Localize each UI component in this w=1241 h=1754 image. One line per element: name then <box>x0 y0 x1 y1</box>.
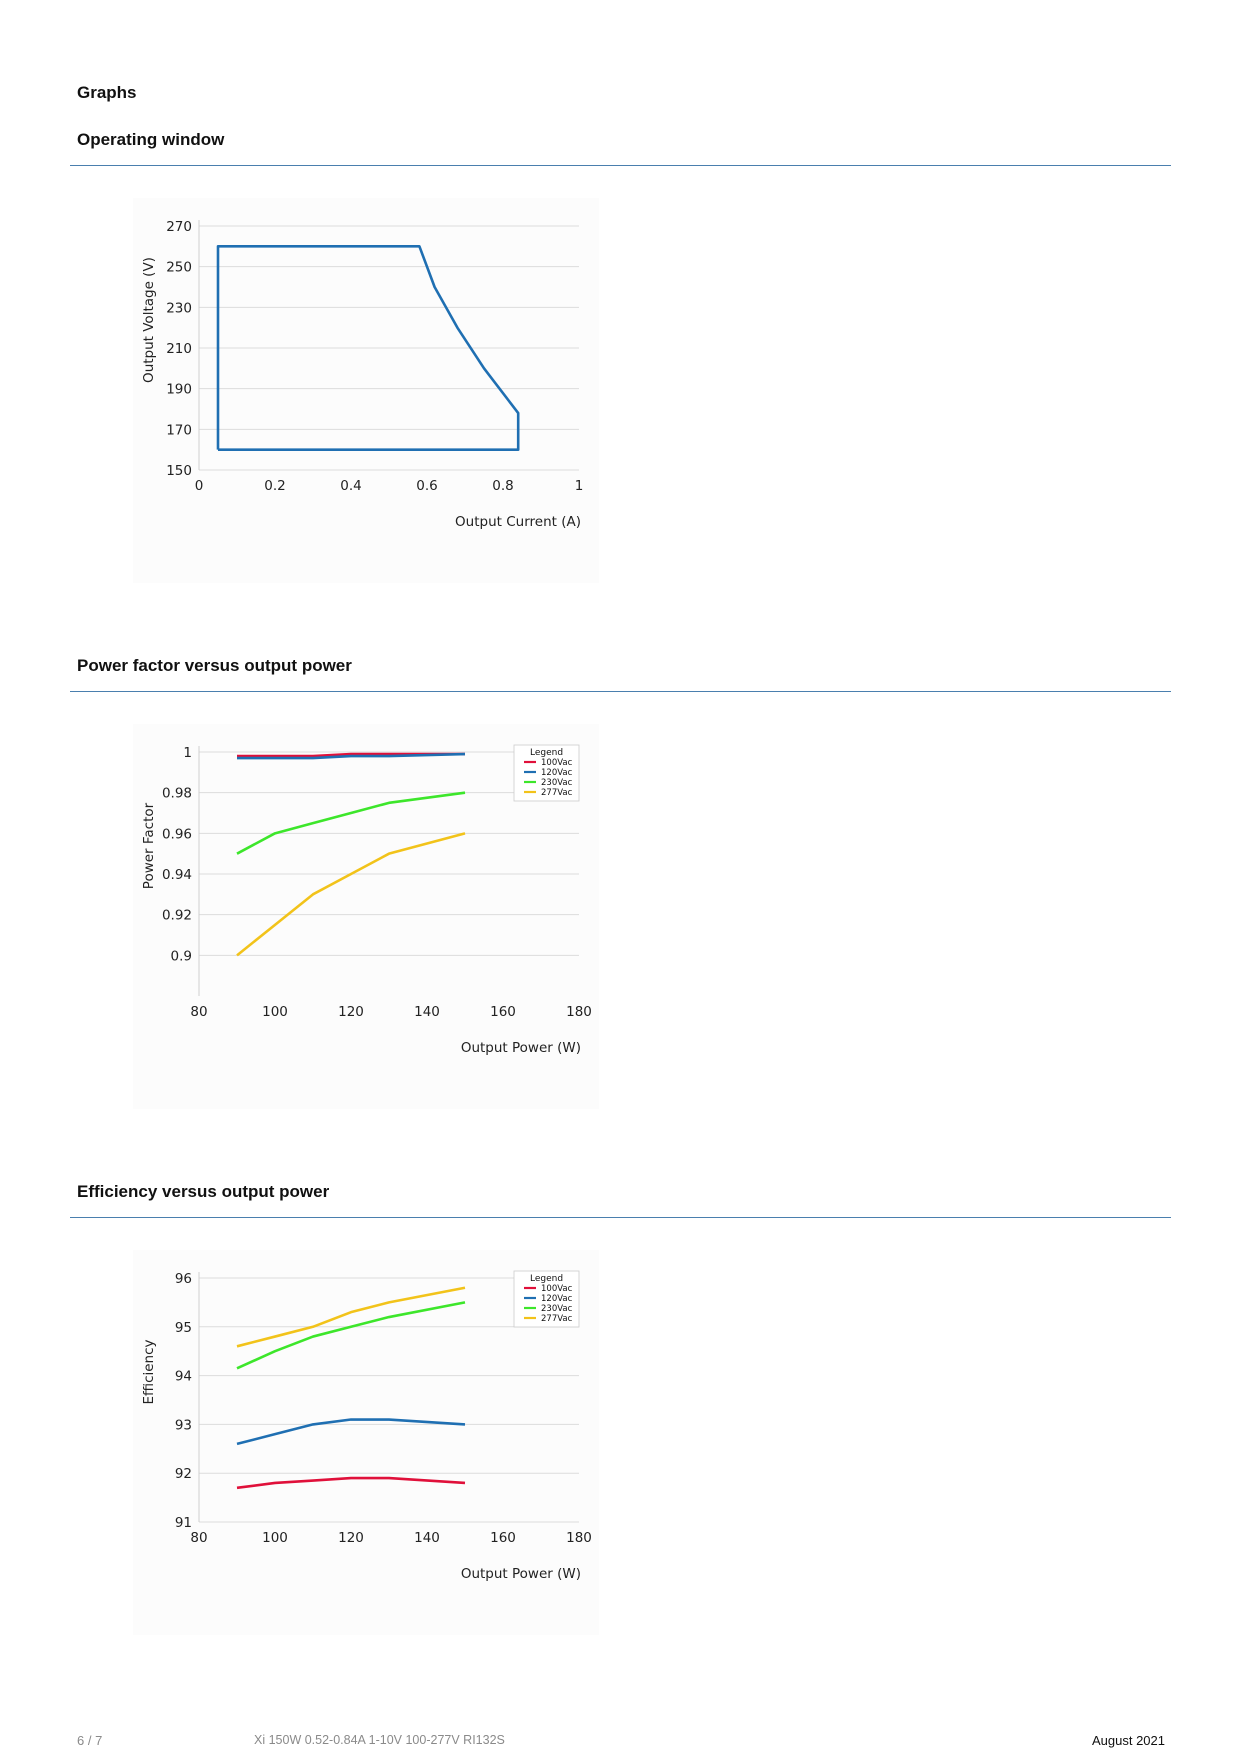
footer-page-number: 6 / 7 <box>77 1733 103 1748</box>
legend-label: 277Vac <box>541 788 573 798</box>
y-tick-label: 96 <box>175 1271 192 1287</box>
legend-label: 100Vac <box>541 1284 573 1294</box>
legend-label: 120Vac <box>541 768 573 778</box>
y-tick-label: 210 <box>166 341 192 357</box>
x-axis-label: Output Power (W) <box>461 1040 581 1056</box>
x-tick-label: 120 <box>338 1004 364 1020</box>
x-tick-label: 0.2 <box>264 478 285 494</box>
y-axis-label: Efficiency <box>141 1339 157 1404</box>
x-tick-label: 0.8 <box>492 478 513 494</box>
y-tick-label: 150 <box>166 463 192 479</box>
y-tick-label: 91 <box>175 1515 192 1531</box>
footer-product-name: Xi 150W 0.52-0.84A 1-10V 100-277V RI132S <box>254 1733 505 1747</box>
y-tick-label: 0.96 <box>162 826 192 842</box>
x-tick-label: 160 <box>490 1004 516 1020</box>
x-axis-label: Output Power (W) <box>461 1566 581 1582</box>
legend-label: 230Vac <box>541 1304 573 1314</box>
x-tick-label: 140 <box>414 1004 440 1020</box>
x-tick-label: 1 <box>575 478 584 494</box>
x-tick-label: 0.4 <box>340 478 361 494</box>
series-line-277vac <box>236 832 466 957</box>
series-line-2 <box>236 1301 466 1370</box>
chart-operating-window-svg: 150 170 190 210 230 250 270 0 0.2 0.4 0.6 0.8 1 Outpu… <box>141 219 584 530</box>
y-tick-label: 0.94 <box>162 867 192 883</box>
x-tick-label: 160 <box>490 1530 516 1546</box>
y-tick-label: 270 <box>166 219 192 235</box>
section-title-power-factor: Power factor versus output power <box>77 656 352 675</box>
y-tick-label: 93 <box>175 1417 192 1433</box>
section-divider <box>70 165 1171 166</box>
x-tick-label: 100 <box>262 1004 288 1020</box>
series-line-1 <box>236 1418 466 1446</box>
x-tick-label: 100 <box>262 1530 288 1546</box>
y-tick-label: 0.98 <box>162 786 192 802</box>
y-tick-label: 95 <box>175 1320 192 1336</box>
x-tick-label: 140 <box>414 1530 440 1546</box>
footer-date: August 2021 <box>1091 1733 1165 1748</box>
y-tick-label: 190 <box>166 382 192 398</box>
page-heading: Graphs <box>77 83 137 102</box>
y-tick-label: 94 <box>175 1369 192 1385</box>
chart-efficiency: 91 92 93 94 95 96 80 100 120 140 160 180 Output Powe… <box>133 1250 599 1635</box>
x-tick-label: 80 <box>190 1530 207 1546</box>
y-tick-label: 250 <box>166 260 192 276</box>
series-line-100vac <box>237 752 465 758</box>
section-divider <box>70 1217 1171 1218</box>
y-axis-label: Output Voltage (V) <box>141 257 157 383</box>
section-title-operating-window: Operating window <box>77 130 225 149</box>
legend-label: 230Vac <box>541 778 573 788</box>
x-axis-label: Output Current (A) <box>455 514 581 530</box>
legend-label: 100Vac <box>541 758 573 768</box>
legend-title: Legend <box>530 1274 563 1284</box>
series-line-230vac <box>236 791 466 855</box>
y-tick-label: 0.9 <box>171 948 192 964</box>
legend-title: Legend <box>530 748 563 758</box>
x-tick-label: 0.6 <box>416 478 437 494</box>
y-tick-label: 230 <box>166 300 192 316</box>
section-title-efficiency: Efficiency versus output power <box>77 1182 330 1201</box>
section-divider <box>70 691 1171 692</box>
x-tick-label: 180 <box>566 1530 592 1546</box>
series-line-0 <box>216 245 520 451</box>
y-tick-label: 0.92 <box>162 908 192 924</box>
x-tick-label: 80 <box>190 1004 207 1020</box>
series-line-120vac <box>237 752 466 760</box>
legend-label: 120Vac <box>541 1294 573 1304</box>
x-tick-label: 120 <box>338 1530 364 1546</box>
y-tick-label: 170 <box>166 422 192 438</box>
series-line-3 <box>236 1286 466 1348</box>
y-axis-label: Power Factor <box>141 802 157 889</box>
x-tick-label: 0 <box>195 478 204 494</box>
series-line-0 <box>236 1476 466 1490</box>
chart-operating-window: 150 170 190 210 230 250 270 0 0.2 0.4 0.6 0.8 1 Outpu… <box>133 198 599 583</box>
y-tick-label: 1 <box>183 745 192 761</box>
x-tick-label: 180 <box>566 1004 592 1020</box>
legend-label: 277Vac <box>541 1314 573 1324</box>
chart-power-factor: 0.9 0.92 0.94 0.96 0.98 1 80 100 120 140 160 180 Out… <box>133 724 599 1109</box>
chart-efficiency-svg: 91 92 93 94 95 96 80 100 120 140 160 180 Output Powe… <box>141 1270 592 1582</box>
y-tick-label: 92 <box>175 1466 192 1482</box>
